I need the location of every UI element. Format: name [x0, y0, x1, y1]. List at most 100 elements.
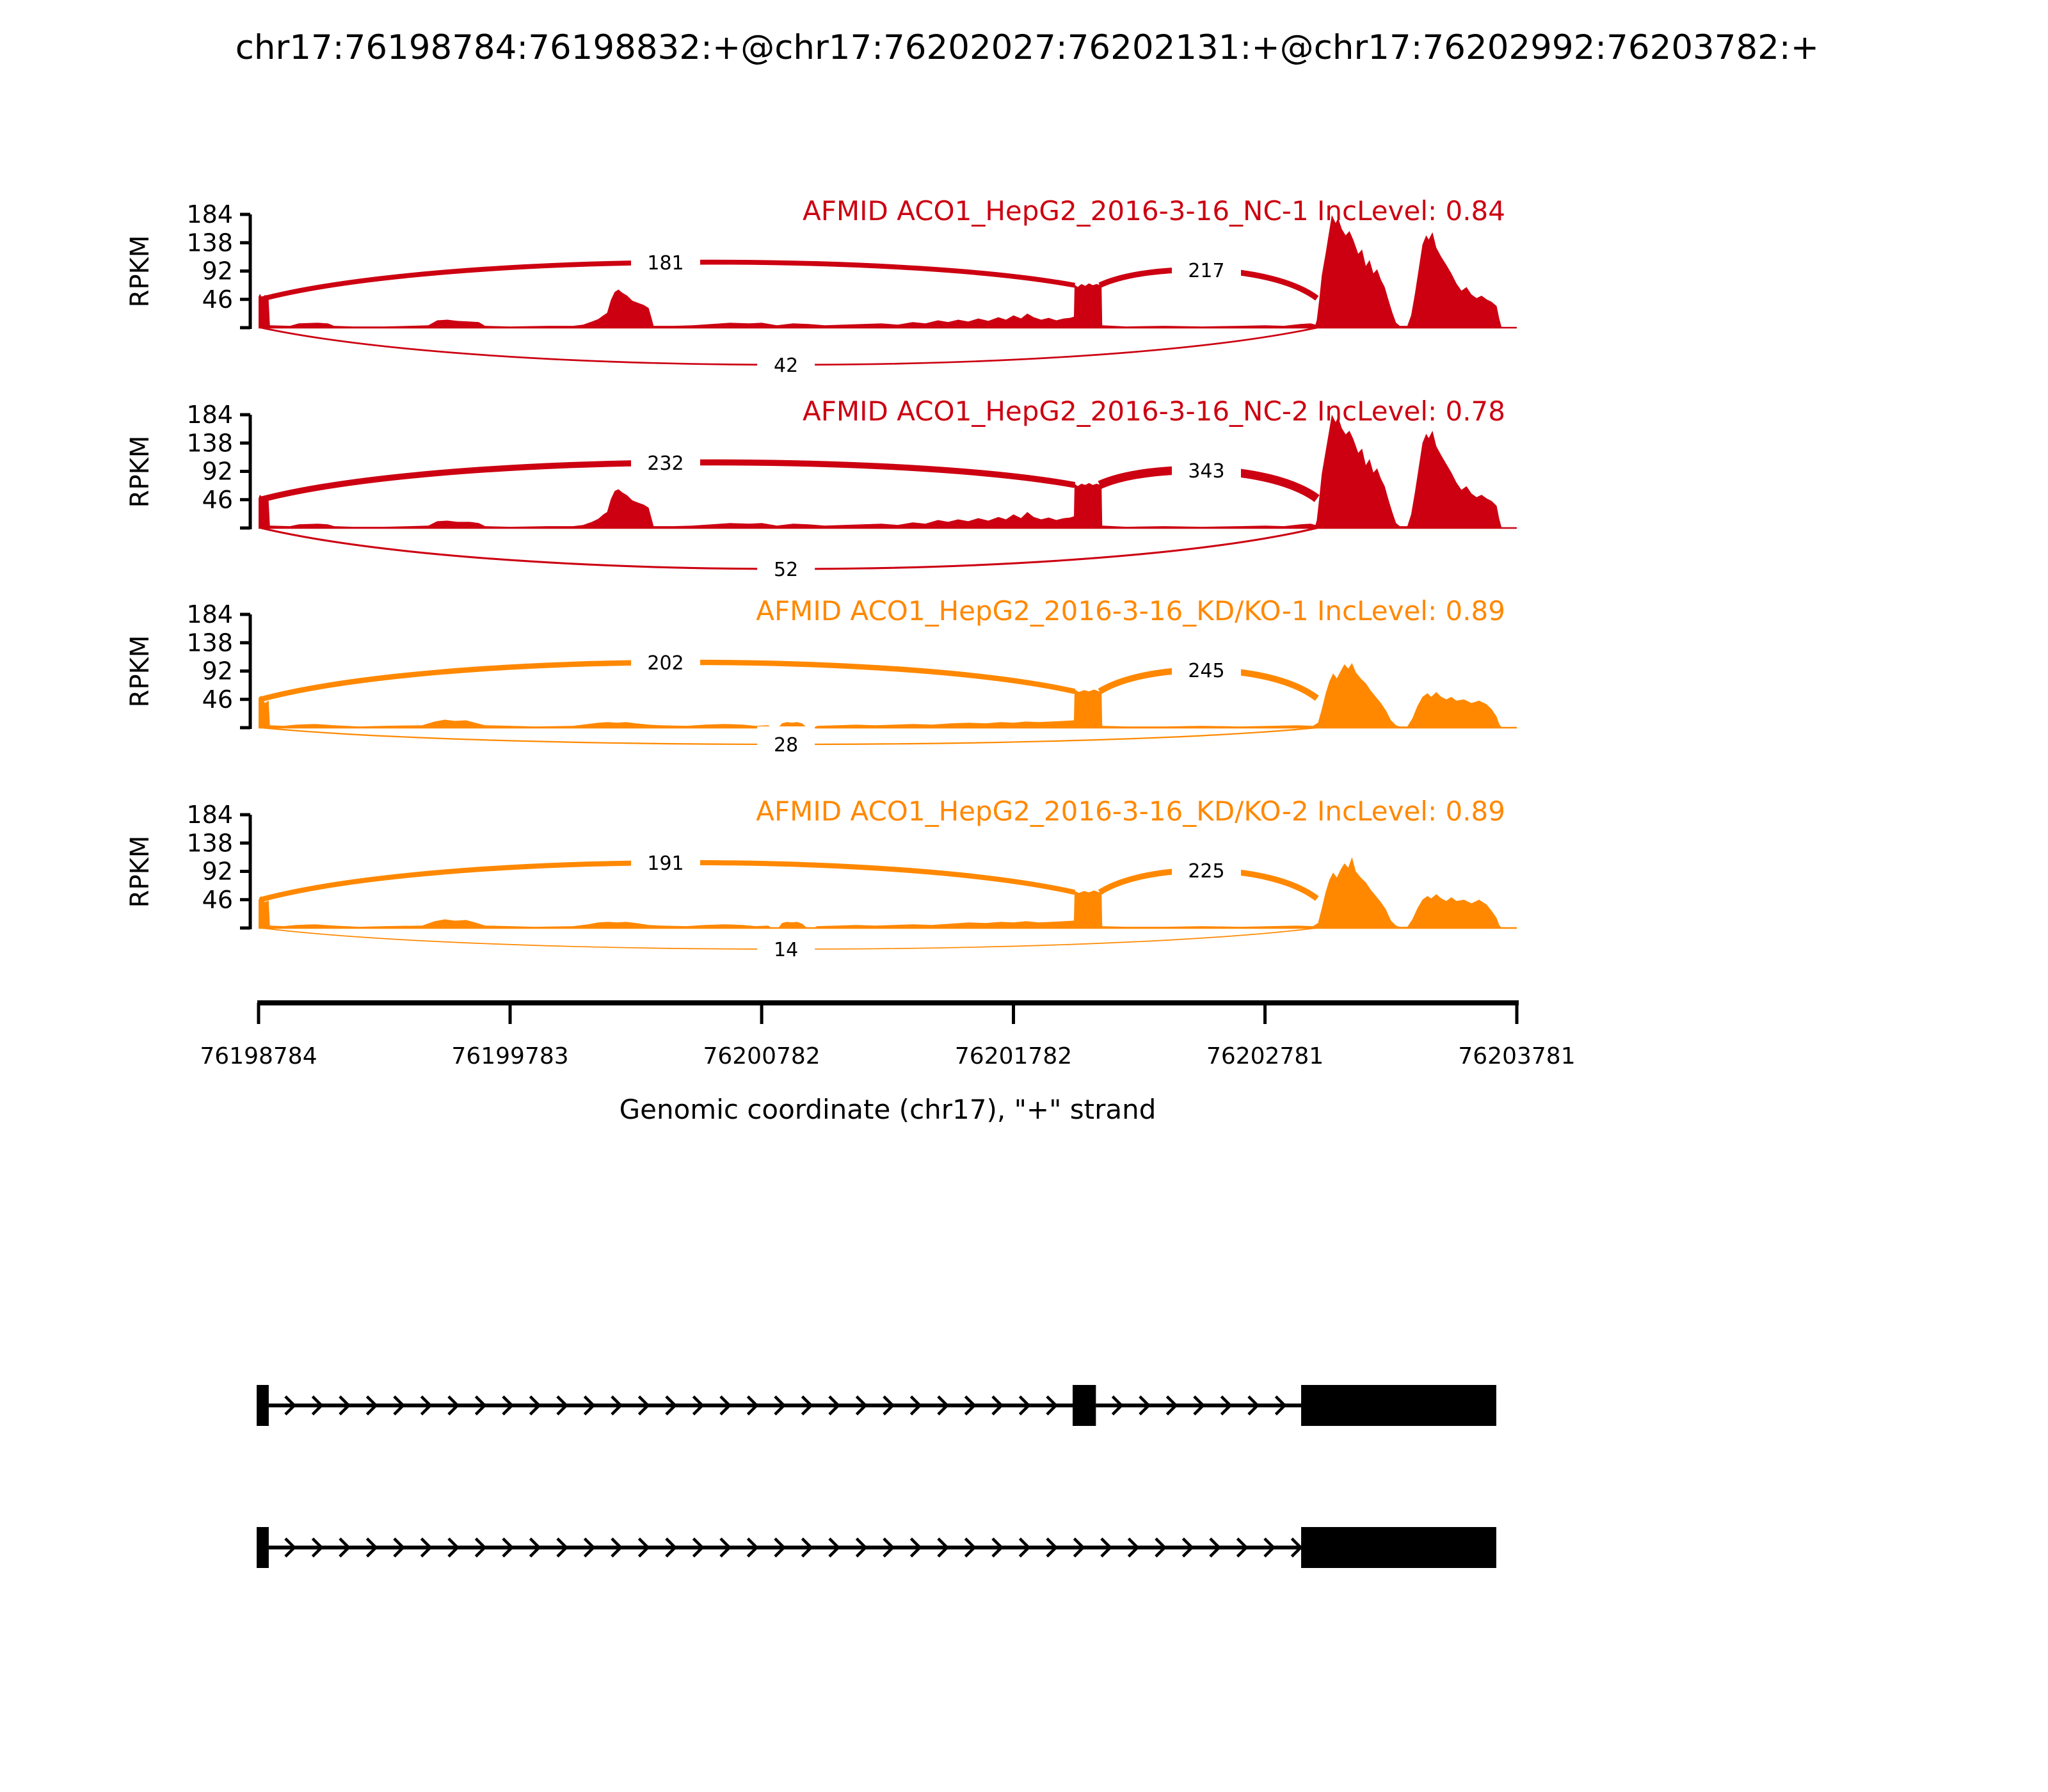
- coverage-area: [259, 663, 1502, 728]
- x-tick-label: 76201782: [955, 1043, 1072, 1069]
- strand-arrow-icon: [692, 1395, 705, 1416]
- junction-count-label: 52: [774, 559, 798, 581]
- strand-arrow-icon: [855, 1537, 868, 1558]
- strand-arrow-icon: [909, 1537, 922, 1558]
- strand-arrow-icon: [1073, 1537, 1085, 1558]
- strand-arrow-icon: [1018, 1537, 1031, 1558]
- junction-count-box: [757, 726, 815, 762]
- exon-block: [1301, 1385, 1496, 1426]
- strand-arrow-icon: [801, 1537, 813, 1558]
- y-tick-label: 46: [202, 685, 233, 714]
- strand-arrow-icon: [1274, 1395, 1287, 1416]
- junction-count-box: [1171, 852, 1241, 888]
- strand-arrow-icon: [420, 1395, 433, 1416]
- strand-arrow-icon: [339, 1395, 351, 1416]
- junction-count-label: 202: [647, 652, 684, 675]
- strand-arrow-icon: [529, 1537, 541, 1558]
- junction-count-label: 14: [774, 939, 798, 961]
- strand-arrow-icon: [393, 1537, 406, 1558]
- strand-arrow-icon: [883, 1537, 895, 1558]
- coverage-area: [259, 857, 1502, 928]
- y-tick-label: 46: [202, 486, 233, 514]
- transcript-2: [257, 1527, 1496, 1568]
- junction-count-label: 225: [1188, 860, 1224, 883]
- strand-arrow-icon: [284, 1537, 297, 1558]
- strand-arrow-icon: [1263, 1537, 1276, 1558]
- strand-arrow-icon: [365, 1395, 378, 1416]
- strand-arrow-icon: [665, 1395, 678, 1416]
- strand-arrow-icon: [447, 1395, 460, 1416]
- track-label: AFMID ACO1_HepG2_2016-3-16_NC-1 IncLevel…: [803, 195, 1505, 227]
- strand-arrow-icon: [1127, 1537, 1140, 1558]
- coverage-area: [259, 415, 1502, 528]
- y-tick-label: 184: [186, 600, 233, 628]
- y-tick-label: 184: [186, 401, 233, 429]
- junction-count-box: [631, 445, 701, 481]
- y-tick-label: 184: [186, 801, 233, 829]
- y-tick-label: 138: [186, 829, 233, 857]
- strand-arrow-icon: [1100, 1537, 1113, 1558]
- strand-arrow-icon: [611, 1395, 623, 1416]
- strand-arrow-icon: [964, 1537, 977, 1558]
- strand-arrow-icon: [474, 1395, 487, 1416]
- junction-count-label: 181: [647, 252, 684, 275]
- y-tick-label: 92: [202, 657, 233, 685]
- strand-arrow-icon: [637, 1395, 650, 1416]
- strand-arrow-icon: [937, 1395, 950, 1416]
- strand-arrow-icon: [420, 1537, 433, 1558]
- strand-arrow-icon: [365, 1537, 378, 1558]
- x-tick-label: 76198784: [200, 1043, 317, 1069]
- strand-arrow-icon: [855, 1395, 868, 1416]
- strand-arrow-icon: [1181, 1537, 1194, 1558]
- strand-arrow-icon: [719, 1395, 732, 1416]
- track-label: AFMID ACO1_HepG2_2016-3-16_NC-2 IncLevel…: [803, 396, 1505, 427]
- junction-count-box: [631, 244, 701, 280]
- isoform-diagram: [257, 1385, 1496, 1568]
- strand-arrow-icon: [801, 1395, 813, 1416]
- strand-arrow-icon: [746, 1537, 759, 1558]
- coverage-area: [259, 215, 1502, 328]
- strand-arrow-icon: [311, 1537, 324, 1558]
- strand-arrow-icon: [909, 1395, 922, 1416]
- strand-arrow-icon: [1193, 1395, 1206, 1416]
- strand-arrow-icon: [311, 1395, 324, 1416]
- strand-arrow-icon: [746, 1395, 759, 1416]
- strand-arrow-icon: [665, 1537, 678, 1558]
- strand-arrow-icon: [1209, 1537, 1222, 1558]
- strand-arrow-icon: [339, 1537, 351, 1558]
- junction-count-label: 232: [647, 452, 684, 475]
- junction-count-label: 245: [1188, 660, 1224, 682]
- y-axis-title: RPKM: [125, 236, 155, 308]
- strand-arrow-icon: [991, 1537, 1004, 1558]
- strand-arrow-icon: [1290, 1537, 1303, 1558]
- junction-count-box: [757, 931, 815, 967]
- junction-count-box: [631, 644, 701, 680]
- y-tick-label: 46: [202, 886, 233, 914]
- y-tick-label: 92: [202, 458, 233, 486]
- junction-count-box: [631, 845, 701, 881]
- strand-arrow-icon: [1236, 1537, 1249, 1558]
- strand-arrow-icon: [692, 1537, 705, 1558]
- junction-count-box: [757, 551, 815, 587]
- y-axis-title: RPKM: [125, 436, 155, 508]
- strand-arrow-icon: [964, 1395, 977, 1416]
- x-tick-label: 76199783: [451, 1043, 568, 1069]
- strand-arrow-icon: [719, 1537, 732, 1558]
- exon-block: [257, 1527, 269, 1568]
- strand-arrow-icon: [1220, 1395, 1233, 1416]
- strand-arrow-icon: [474, 1537, 487, 1558]
- y-tick-label: 92: [202, 257, 233, 285]
- y-tick-label: 138: [186, 628, 233, 657]
- strand-arrow-icon: [583, 1537, 596, 1558]
- strand-arrow-icon: [1018, 1395, 1031, 1416]
- x-tick-label: 76200782: [703, 1043, 820, 1069]
- exon-block: [1301, 1527, 1496, 1568]
- strand-arrow-icon: [502, 1395, 515, 1416]
- strand-arrow-icon: [393, 1395, 406, 1416]
- strand-arrow-icon: [637, 1537, 650, 1558]
